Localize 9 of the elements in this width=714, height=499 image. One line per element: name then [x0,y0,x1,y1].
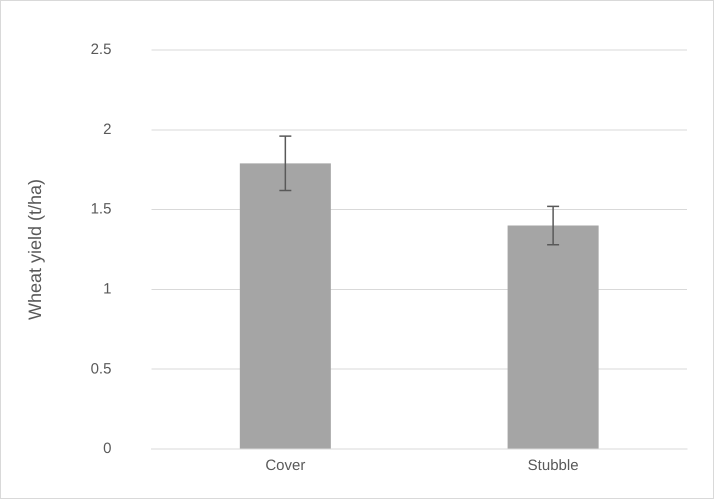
y-tick-label: 0 [103,440,112,458]
y-tick-label: 2 [103,120,112,138]
y-tick-label: 1 [103,280,112,298]
y-tick-label: 2.5 [90,41,112,58]
x-tick-label: Stubble [528,457,579,474]
y-tick-label: 0.5 [90,360,112,378]
y-axis-title: Wheat yield (t/ha) [24,178,45,320]
y-tick-label: 1.5 [90,200,112,218]
x-tick-label: Cover [265,457,306,474]
